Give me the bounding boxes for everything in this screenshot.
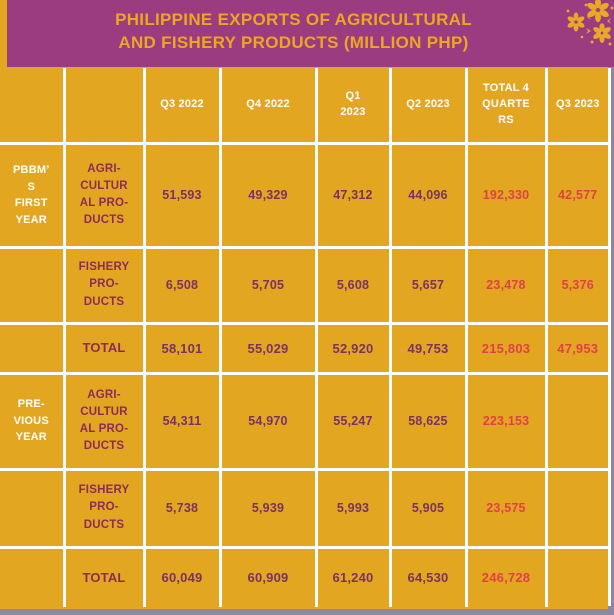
header-cell-q3-2022: Q3 2022: [142, 66, 222, 145]
row-group-cell: [0, 245, 66, 325]
value-cell: 54,311: [142, 371, 222, 471]
header-cell-empty-2: [62, 66, 146, 145]
category-cell: FISHERY PRO- DUCTS: [62, 467, 146, 549]
value-cell-q3-2023: 5,376: [544, 245, 610, 325]
value-cell: 5,657: [388, 245, 468, 325]
title-banner: PHILIPPINE EXPORTS OF AGRICULTURAL AND F…: [7, 0, 614, 67]
value-cell: 5,905: [388, 467, 468, 549]
value-cell-q3-2023: [544, 371, 610, 471]
value-cell-total-4-quarters: 223,153: [464, 371, 548, 471]
value-cell: 49,753: [388, 321, 468, 375]
header-cell-q3-2023: Q3 2023: [544, 66, 610, 145]
category-cell: FISHERY PRO- DUCTS: [62, 245, 146, 325]
category-cell-total: TOTAL: [62, 545, 146, 609]
value-cell-q3-2023: [544, 545, 610, 609]
value-cell: 47,312: [314, 141, 392, 249]
value-cell: 58,625: [388, 371, 468, 471]
total-row: TOTAL 58,101 55,029 52,920 49,753 215,80…: [0, 321, 610, 375]
value-cell: 52,920: [314, 321, 392, 375]
row-group-cell: [0, 467, 66, 549]
value-cell: 55,029: [218, 321, 318, 375]
value-cell: 61,240: [314, 545, 392, 609]
row-group-cell: [0, 545, 66, 609]
exports-data-table: Q3 2022 Q4 2022 Q1 2023 Q2 2023 TOTAL 4 …: [0, 66, 610, 609]
total-row: TOTAL 60,049 60,909 61,240 64,530 246,72…: [0, 545, 610, 609]
table-row: PRE- VIOUS YEAR AGRI- CULTUR AL PRO- DUC…: [0, 371, 610, 471]
value-cell: 60,049: [142, 545, 222, 609]
row-group-cell: PRE- VIOUS YEAR: [0, 371, 66, 471]
value-cell: 54,970: [218, 371, 318, 471]
header-row: Q3 2022 Q4 2022 Q1 2023 Q2 2023 TOTAL 4 …: [0, 66, 610, 145]
floral-corner-ornament-icon: [566, 0, 614, 46]
header-cell-total-4-quarters: TOTAL 4 QUARTE RS: [464, 66, 548, 145]
row-group-cell: [0, 321, 66, 375]
value-cell: 5,993: [314, 467, 392, 549]
category-cell: AGRI- CULTUR AL PRO- DUCTS: [62, 371, 146, 471]
value-cell: 60,909: [218, 545, 318, 609]
value-cell: 5,939: [218, 467, 318, 549]
value-cell: 6,508: [142, 245, 222, 325]
value-cell-total-4-quarters: 192,330: [464, 141, 548, 249]
header-cell-q2-2023: Q2 2023: [388, 66, 468, 145]
header-cell-q4-2022: Q4 2022: [218, 66, 318, 145]
header-cell-q1-2023: Q1 2023: [314, 66, 392, 145]
value-cell-total-4-quarters: 215,803: [464, 321, 548, 375]
value-cell: 64,530: [388, 545, 468, 609]
page-title: PHILIPPINE EXPORTS OF AGRICULTURAL AND F…: [115, 10, 472, 52]
value-cell: 51,593: [142, 141, 222, 249]
table-row: PBBM’ S FIRST YEAR AGRI- CULTUR AL PRO- …: [0, 141, 610, 249]
value-cell: 5,738: [142, 467, 222, 549]
value-cell-q3-2023: 42,577: [544, 141, 610, 249]
value-cell-total-4-quarters: 23,478: [464, 245, 548, 325]
table-right-edge-divider: [608, 68, 611, 606]
value-cell: 5,608: [314, 245, 392, 325]
value-cell-total-4-quarters: 23,575: [464, 467, 548, 549]
table-row: FISHERY PRO- DUCTS 5,738 5,939 5,993 5,9…: [0, 467, 610, 549]
table-row: FISHERY PRO- DUCTS 6,508 5,705 5,608 5,6…: [0, 245, 610, 325]
value-cell: 58,101: [142, 321, 222, 375]
row-group-cell: PBBM’ S FIRST YEAR: [0, 141, 66, 249]
value-cell-q3-2023: 47,953: [544, 321, 610, 375]
value-cell: 49,329: [218, 141, 318, 249]
category-cell-total: TOTAL: [62, 321, 146, 375]
header-cell-empty-1: [0, 66, 66, 145]
category-cell: AGRI- CULTUR AL PRO- DUCTS: [62, 141, 146, 249]
value-cell-total-4-quarters: 246,728: [464, 545, 548, 609]
value-cell-q3-2023: [544, 467, 610, 549]
value-cell: 55,247: [314, 371, 392, 471]
value-cell: 5,705: [218, 245, 318, 325]
value-cell: 44,096: [388, 141, 468, 249]
